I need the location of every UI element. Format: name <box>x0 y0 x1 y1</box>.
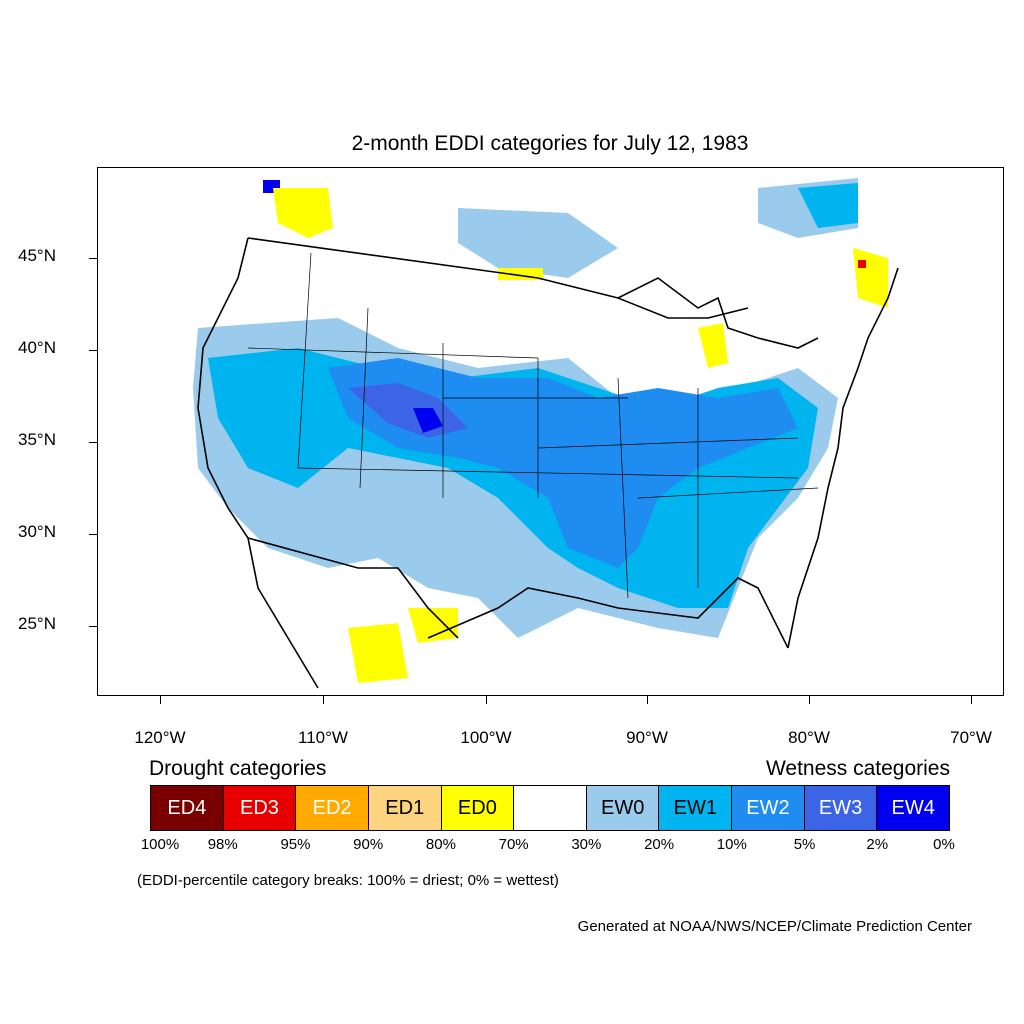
lon-label: 90°W <box>626 728 668 747</box>
break-label: 2% <box>866 836 889 853</box>
legend-swatch-ed4: ED4 <box>151 786 224 830</box>
ed0-west-north <box>273 188 333 238</box>
break-label: 98% <box>207 836 238 853</box>
breaks-note: (EDDI-percentile category breaks: 100% =… <box>137 872 559 889</box>
lon-label: 100°W <box>460 728 512 747</box>
boundaries <box>197 237 899 689</box>
lat-tick-mark <box>89 626 97 627</box>
lon-tick-mark <box>160 696 161 704</box>
lat-label: 30°N <box>18 522 56 541</box>
break-label: 0% <box>933 836 955 853</box>
lon-label: 70°W <box>950 728 992 747</box>
break-label: 100% <box>140 836 180 853</box>
credit-line: Generated at NOAA/NWS/NCEP/Climate Predi… <box>577 918 972 935</box>
wetness-heading: Wetness categories <box>765 757 950 780</box>
legend-swatch-ew0: EW0 <box>586 786 660 830</box>
east-coast <box>787 267 899 649</box>
lat-tick-mark <box>89 442 97 443</box>
break-label: 90% <box>353 836 384 853</box>
lon-label: 110°W <box>298 728 348 747</box>
lat-label: 25°N <box>18 614 56 633</box>
legend-swatch-ew4: EW4 <box>877 786 950 830</box>
legend-swatch-ed1: ED1 <box>368 786 442 830</box>
ew4-spot <box>413 408 443 433</box>
eddi-map <box>97 167 1004 696</box>
lon-tick-mark <box>809 696 810 704</box>
break-label: 5% <box>793 836 816 853</box>
ed3-spot-maine <box>858 260 866 268</box>
ew0-north <box>458 208 618 278</box>
great-lakes <box>617 277 819 349</box>
break-label: 10% <box>716 836 747 853</box>
lon-tick-mark <box>971 696 972 704</box>
lon-tick-mark <box>486 696 487 704</box>
lat-tick-mark <box>89 534 97 535</box>
legend-swatch-ed2: ED2 <box>296 786 369 830</box>
break-label: 70% <box>498 836 529 853</box>
ed0-lakes <box>698 323 728 368</box>
legend-swatch-normal <box>514 786 587 830</box>
map-canvas <box>193 178 899 689</box>
legend-swatch-ew1: EW1 <box>659 786 733 830</box>
lat-label: 35°N <box>18 430 56 449</box>
lon-label: 120°W <box>134 728 186 747</box>
west-coast <box>197 237 319 689</box>
break-label: 95% <box>280 836 311 853</box>
lon-tick-mark <box>323 696 324 704</box>
lon-tick-mark <box>647 696 648 704</box>
break-label: 20% <box>644 836 675 853</box>
ed0-mexico <box>348 623 408 683</box>
lat-tick-mark <box>89 350 97 351</box>
break-label: 80% <box>425 836 456 853</box>
gulf-coast <box>427 577 789 649</box>
legend-swatch-ed0: ED0 <box>441 786 515 830</box>
ed0-maine <box>853 248 888 308</box>
break-label: 30% <box>571 836 602 853</box>
legend-swatch-ew3: EW3 <box>804 786 878 830</box>
lat-label: 45°N <box>18 246 56 265</box>
drought-heading: Drought categories <box>149 757 327 780</box>
state-lines <box>247 252 819 599</box>
legend-swatch-ew2: EW2 <box>732 786 805 830</box>
ed0-texas <box>408 608 458 643</box>
lat-tick-mark <box>89 258 97 259</box>
lon-label: 80°W <box>788 728 830 747</box>
ew1-northeast <box>798 183 858 228</box>
category-shading <box>193 178 888 683</box>
lat-label: 40°N <box>18 338 56 357</box>
legend-swatch-ed3: ED3 <box>223 786 297 830</box>
category-legend: ED4 ED3 ED2 ED1 ED0 EW0 EW1 EW2 EW3 EW4 <box>150 785 950 831</box>
mexico-border <box>247 537 459 639</box>
map-title: 2-month EDDI categories for July 12, 198… <box>351 132 749 155</box>
